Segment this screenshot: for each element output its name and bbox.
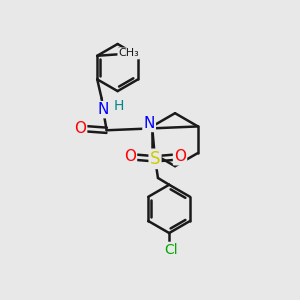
Text: Cl: Cl [165,243,178,257]
Text: O: O [174,149,186,164]
Text: N: N [98,102,109,117]
Text: S: S [150,150,160,168]
Text: N: N [143,116,155,131]
Text: O: O [124,149,136,164]
Text: H: H [113,99,124,113]
Text: O: O [74,121,86,136]
Text: CH₃: CH₃ [118,48,139,59]
